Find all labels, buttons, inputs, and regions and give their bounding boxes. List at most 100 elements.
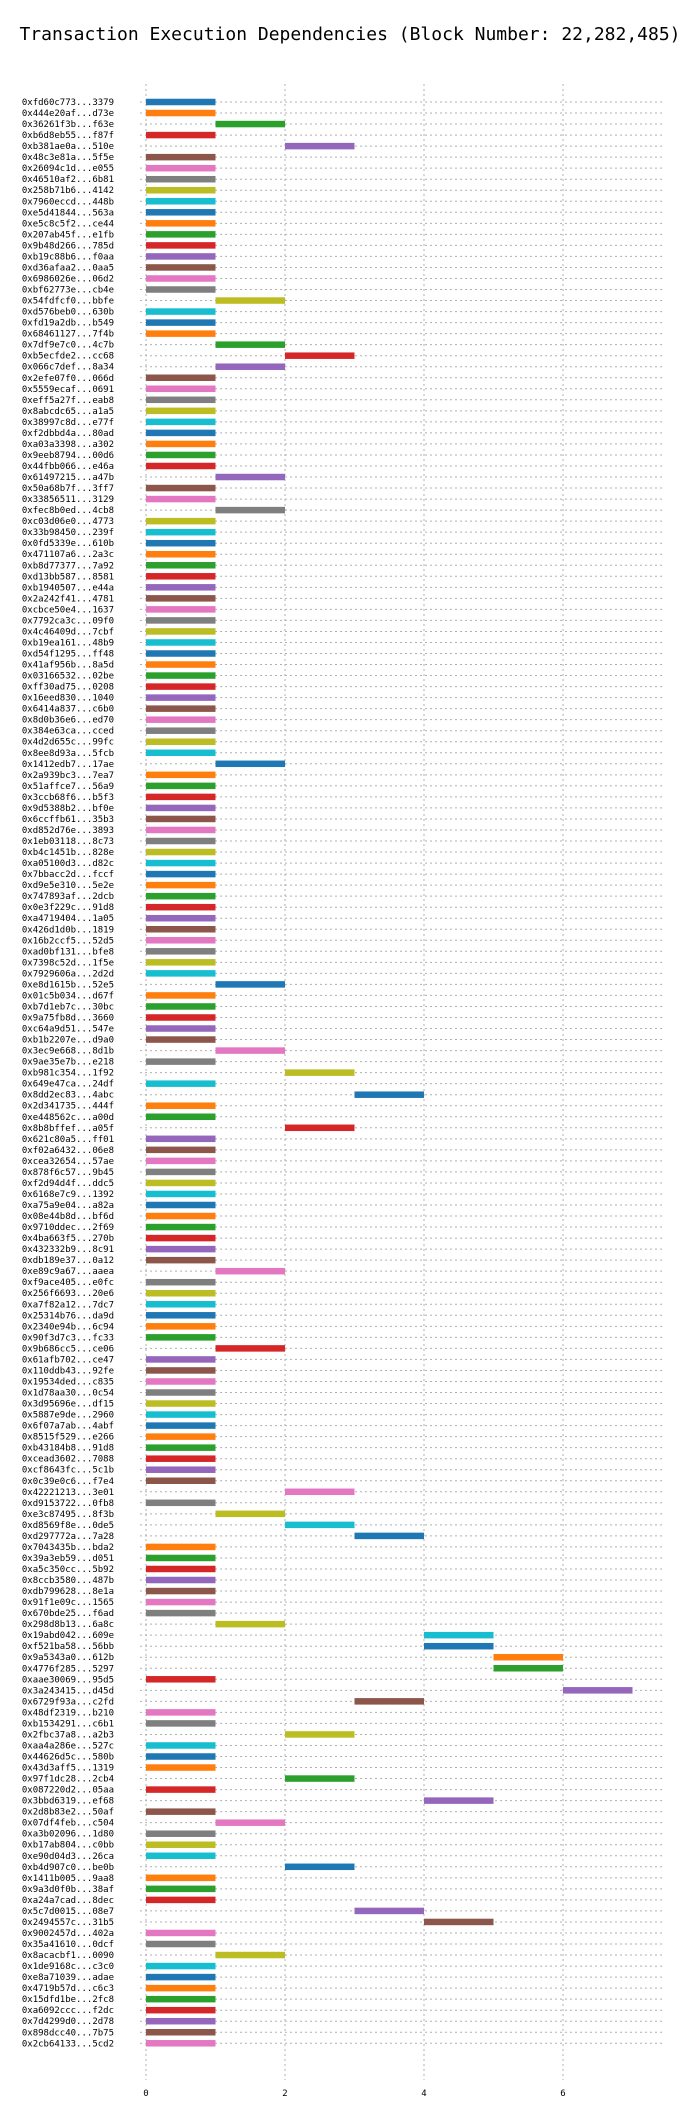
transaction-bar [146,484,216,492]
y-tick-label: 0x256f6693...20e6 [22,1289,114,1299]
y-tick-label: 0xf2d94d4f...ddc5 [22,1179,114,1189]
transaction-bar [354,1698,424,1705]
y-tick-label: 0x426d1d0b...1819 [22,925,114,935]
y-tick-label: 0x6986026e...06d2 [22,274,114,284]
y-tick-label: 0x2cb64133...5cd2 [22,2039,114,2049]
y-tick-label: 0x97f1dc28...2cb4 [22,1775,114,1785]
y-tick-label: 0xd297772a...7a28 [22,1532,114,1542]
transaction-bar [146,1455,216,1462]
y-tick-label: 0xeff5a27f...eab8 [22,396,114,406]
y-tick-label: 0xb17ab804...c0bb [22,1841,114,1851]
y-tick-label: 0x6ccffb61...35b3 [22,815,114,825]
y-tick-label: 0x7bbacc2d...fccf [22,870,114,880]
y-tick-label: 0x9a75fb8d...3660 [22,1013,114,1023]
y-tick-label: 0x5559ecaf...0691 [22,385,114,395]
y-tick-label: 0x61497215...a47b [22,473,114,483]
transaction-bar [146,1135,216,1143]
y-tick-label: 0xdb189e37...0a12 [22,1256,114,1266]
y-tick-label: 0xb19c88b6...f0aa [22,252,114,262]
transaction-bar [493,1653,563,1661]
transaction-bar [146,186,216,194]
y-tick-label: 0x1de9168c...c3c0 [22,1962,114,1972]
transaction-bar [146,1753,216,1760]
y-tick-label: 0x8dd2ec83...4abc [22,1091,114,1101]
transaction-bar [146,1973,216,1981]
transaction-bar [146,330,216,337]
transaction-bar [146,1433,216,1440]
transaction-bar [146,1168,216,1176]
y-tick-label: 0xb1b2207e...d9a0 [22,1036,114,1046]
y-tick-label: 0xb981c354...1f92 [22,1069,114,1079]
y-tick-label: 0xf521ba58...56bb [22,1642,114,1652]
transaction-bar [285,1069,355,1076]
y-tick-label: 0xd9e5e310...5e2e [22,881,114,891]
transaction-bar [146,1025,216,1032]
transaction-bar [146,650,216,657]
transaction-bar [146,242,216,249]
y-tick-label: 0x44626d5c...580b [22,1753,114,1763]
transaction-bar [215,981,285,988]
y-tick-label: 0x4776f285...5297 [22,1664,114,1674]
y-tick-label: 0xb19ea161...48b9 [22,638,114,648]
transaction-bar [146,672,216,679]
y-tick-label: 0x4d2d655c...99fc [22,738,114,748]
transaction-bar [146,231,216,238]
y-tick-label: 0x8b8bffef...a05f [22,1124,114,1134]
y-tick-label: 0x2494557c...31b5 [22,1918,114,1928]
bars-group [146,98,633,2047]
transaction-bar [146,440,216,448]
transaction-bar [146,771,216,779]
y-tick-label: 0x2d341735...444f [22,1102,114,1112]
transaction-bar [146,1543,216,1551]
transaction-bar [215,760,285,768]
transaction-bar [215,1819,285,1826]
transaction-bar [146,264,216,271]
transaction-bar [146,451,216,459]
y-tick-label: 0x8d0b36e6...ed70 [22,716,114,726]
transaction-bar [146,1411,216,1418]
transaction-bar [146,1278,216,1286]
y-tick-label: 0x33b98450...239f [22,528,114,538]
transaction-bar [146,550,216,558]
y-tick-label: 0xa5c350cc...5b92 [22,1565,114,1575]
transaction-bar [146,892,216,900]
transaction-bar [146,1940,216,1948]
transaction-bar [146,1378,216,1385]
y-tick-label: 0x19534ded...c835 [22,1377,114,1387]
transaction-bar [146,793,216,801]
y-tick-label: 0x68461127...7f4b [22,330,114,340]
transaction-bar [146,1929,216,1937]
transaction-bar [146,109,216,117]
transaction-bar [146,948,216,955]
y-tick-label: 0x16b2ccf5...52d5 [22,936,114,946]
transaction-bar [146,727,216,734]
y-tick-label: 0xb381ae0a...510e [22,142,114,152]
grid-lines [140,84,664,2080]
transaction-bar [146,253,216,260]
transaction-bar [146,2029,216,2036]
y-tick-label: 0x1eb03118...8c73 [22,837,114,847]
y-tick-label: 0xe448562c...a00d [22,1113,114,1123]
transaction-bar [146,1234,216,1242]
y-tick-label: 0x0c39e0c6...f7e4 [22,1477,114,1487]
y-tick-label: 0x4719b57d...c6c3 [22,1984,114,1994]
transaction-bar [146,1995,216,2003]
y-tick-label: 0xf9ace405...e0fc [22,1278,114,1288]
transaction-bar [215,1620,285,1628]
transaction-bar [146,1190,216,1198]
transaction-bar [563,1687,633,1694]
transaction-bar [146,517,216,525]
transaction-bar [285,352,355,359]
y-tick-label: 0x01c5b034...d67f [22,991,114,1001]
transaction-bar [146,528,216,536]
y-tick-label: 0x6168e7c9...1392 [22,1190,114,1200]
transaction-bar [146,319,216,326]
transaction-bar [285,1521,355,1529]
transaction-bar [285,1731,355,1738]
y-tick-label: 0x7398c52d...1f5e [22,958,114,968]
transaction-bar [146,1400,216,1407]
y-tick-label: 0xd13bb587...8581 [22,572,114,582]
transaction-bar [285,1863,355,1871]
transaction-bar [146,308,216,315]
x-tick-label: 6 [560,2089,565,2099]
